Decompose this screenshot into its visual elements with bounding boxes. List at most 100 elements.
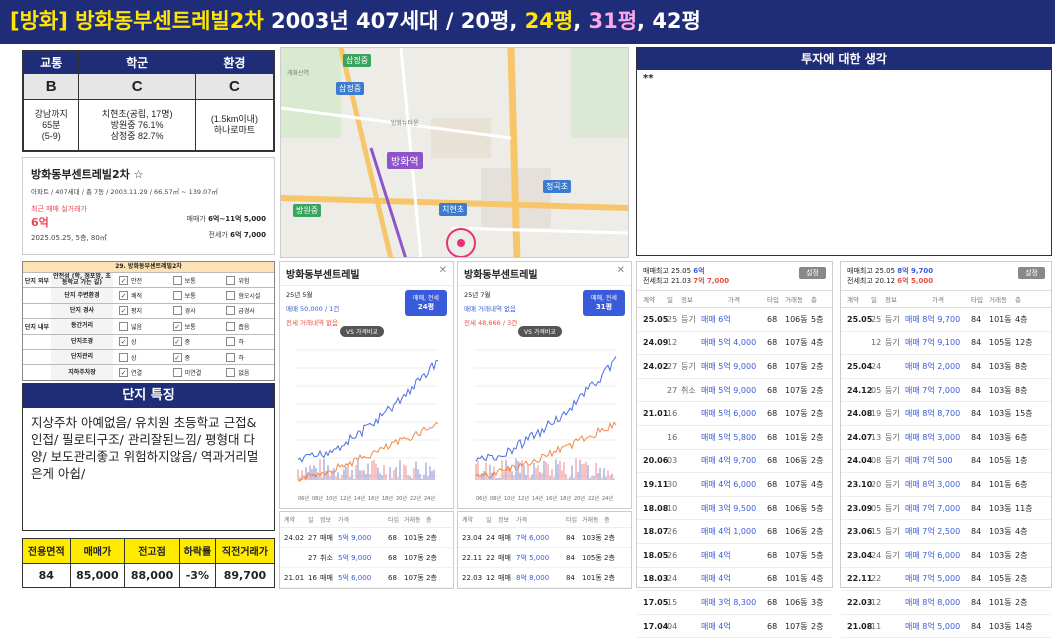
- detail-line: (1.5km이내): [210, 114, 258, 124]
- summary-table: 전용면적 매매가 전고점 하락률 직전거래가 84 85,000 88,000 -3% 89,7…: [22, 538, 276, 588]
- checkbox-label: 상: [131, 339, 137, 347]
- header-title-2: 2003년 407세대 / 20평,: [270, 9, 525, 33]
- list-item[interactable]: 18.07 26 매매 4억 1,000 68 106동 2층: [637, 520, 832, 544]
- table-row[interactable]: 23.04 24 매매 7억 6,000 84 103동 2층: [458, 528, 631, 548]
- checkbox[interactable]: [226, 306, 236, 316]
- list-item[interactable]: 22.11 22 매매 7억 5,000 84 105동 2층: [841, 568, 1051, 592]
- list-item[interactable]: 17.04 04 매매 4억 68 107동 2층: [637, 615, 832, 638]
- table-row[interactable]: 21.01 16 매매 5억 6,000 68 107동 2층: [280, 568, 453, 588]
- svg-text:20년: 20년: [574, 495, 585, 502]
- map-label[interactable]: 삼정중: [343, 54, 372, 67]
- vs-compare-button[interactable]: VS 가격비교: [340, 326, 384, 337]
- list-item[interactable]: 23.06 15 등기 매매 7억 2,500 84 103동 4층: [841, 520, 1051, 544]
- list-item[interactable]: 24.04 08 등기 매매 7억 500 84 105동 1층: [841, 450, 1051, 474]
- detail-line: 치현초(공립, 17명): [101, 108, 173, 119]
- vs-compare-button[interactable]: VS 가격비교: [518, 326, 562, 337]
- header-sep1: ,: [573, 9, 589, 33]
- table-row[interactable]: 22.03 12 매매 8억 8,000 84 101동 2층: [458, 568, 631, 588]
- checklist-item: 단지 주변환경: [51, 288, 113, 303]
- type-select[interactable]: 매매, 전세 31평: [583, 290, 625, 316]
- map-label[interactable]: 삼정중: [336, 82, 365, 95]
- checkbox[interactable]: ✓: [119, 275, 128, 285]
- list-item[interactable]: 24.09 12 매매 5억 4,000 68 107동 4층: [637, 332, 832, 356]
- chart-line2: 전세 거래내역 없음: [286, 319, 338, 327]
- table-row[interactable]: 27 취소 5억 9,000 68 107동 2층: [280, 548, 453, 568]
- list-item[interactable]: 23.10 20 등기 매매 8억 3,000 84 101동 6층: [841, 473, 1051, 497]
- checkbox[interactable]: ✓: [119, 337, 128, 347]
- checklist-item: 단지관리: [51, 349, 113, 365]
- checkbox[interactable]: [226, 337, 236, 347]
- map-label[interactable]: 방원중: [293, 204, 322, 217]
- list-item[interactable]: 23.09 05 등기 매매 7억 7,000 84 103동 11층: [841, 497, 1051, 521]
- map-label[interactable]: 치현초: [439, 203, 468, 216]
- checklist-group: 단지 내부: [24, 323, 50, 331]
- map-label-station[interactable]: 방화역: [387, 152, 423, 169]
- svg-text:08년: 08년: [312, 495, 323, 502]
- checkbox[interactable]: [226, 368, 236, 378]
- checkbox[interactable]: [119, 321, 128, 331]
- checklist-item: 동간거리: [51, 319, 113, 334]
- list-item[interactable]: 25.05 25 등기 매매 8억 9,700 84 101동 4층: [841, 308, 1051, 332]
- checkbox[interactable]: [172, 368, 182, 378]
- list-item[interactable]: 25.04 24 매매 8억 2,000 84 103동 8층: [841, 355, 1051, 379]
- settings-button[interactable]: 설정: [799, 267, 826, 279]
- checkbox[interactable]: [226, 321, 236, 331]
- map-label[interactable]: 정곡초: [543, 180, 572, 193]
- checkbox[interactable]: ✓: [172, 352, 182, 362]
- list-item[interactable]: 23.04 24 등기 매매 7억 6,000 84 103동 2층: [841, 544, 1051, 568]
- close-icon[interactable]: ✕: [616, 265, 625, 276]
- features-box: 단지 특징 지상주차 아예없음/ 유치원 초등학교 근접&인접/ 필로티구조/ …: [22, 383, 275, 531]
- checkbox[interactable]: ✓: [119, 291, 128, 301]
- list-item[interactable]: 12 등기 매매 7억 9,100 84 105동 12층: [841, 332, 1051, 356]
- chart-line1: 매매 50,000 / 1건: [286, 305, 340, 313]
- checkbox-label: 혐오시설: [238, 293, 261, 301]
- checkbox[interactable]: ✓: [172, 321, 182, 331]
- area-map[interactable]: 삼정중 삼정중 방화역 방원중 치현초 정곡초 방화뉴타운 개화산역: [280, 47, 629, 258]
- list-item[interactable]: 17.05 15 매매 3억 8,300 68 106동 3층: [637, 591, 832, 615]
- list-item[interactable]: 24.02 27 등기 매매 5억 9,000 68 107동 2층: [637, 355, 832, 379]
- list-top: 매매최고 25.05 6억 전세최고 21.03 7억 7,000 설정: [637, 262, 832, 290]
- list-item[interactable]: 24.08 19 등기 매매 8억 8,700 84 103동 15층: [841, 402, 1051, 426]
- list-item[interactable]: 24.07 13 등기 매매 8억 3,000 84 103동 6층: [841, 426, 1051, 450]
- type-select[interactable]: 매매, 전세 24평: [405, 290, 447, 316]
- checkbox[interactable]: [172, 306, 182, 316]
- detail-line: 65분: [42, 119, 61, 130]
- close-icon[interactable]: ✕: [438, 265, 447, 276]
- complex-name[interactable]: 방화동부센트레빌2차 ☆: [31, 168, 144, 181]
- list-item[interactable]: 21.08 11 매매 8억 5,000 84 103동 14층: [841, 615, 1051, 638]
- svg-text:14년: 14년: [532, 495, 543, 502]
- checkbox[interactable]: [226, 275, 236, 285]
- checkbox[interactable]: ✓: [119, 368, 128, 378]
- list-item[interactable]: 21.01 16 매매 5억 6,000 68 107동 2층: [637, 402, 832, 426]
- list-item[interactable]: 18.03 24 매매 4억 68 101동 4층: [637, 568, 832, 592]
- list-item[interactable]: 18.05 26 매매 4억 68 107동 5층: [637, 544, 832, 568]
- checkbox[interactable]: ✓: [172, 337, 182, 347]
- table-row[interactable]: 24.02 27 매매 5억 9,000 68 101동 2층: [280, 528, 453, 548]
- checkbox-label: 미연결: [184, 370, 202, 378]
- checkbox[interactable]: [172, 291, 182, 301]
- list-item[interactable]: 25.05 25 등기 매매 6억 68 106동 5층: [637, 308, 832, 332]
- list-item[interactable]: 22.03 12 매매 8억 8,000 84 101동 2층: [841, 591, 1051, 615]
- summary-value: 89,700: [214, 562, 276, 588]
- score-grade: C: [78, 73, 196, 100]
- checklist-row: 지하주차장 ✓ 연결 미연결 없음: [23, 364, 274, 380]
- summary-header: 전용면적: [22, 538, 71, 564]
- checkbox[interactable]: ✓: [119, 306, 128, 316]
- list-item[interactable]: 27 취소 매매 5억 9,000 68 107동 2층: [637, 379, 832, 403]
- checkbox[interactable]: [226, 352, 236, 362]
- list-item[interactable]: 16 매매 5억 5,800 68 101동 2층: [637, 426, 832, 450]
- checkbox[interactable]: [226, 291, 236, 301]
- settings-button[interactable]: 설정: [1018, 267, 1045, 279]
- svg-text:10년: 10년: [504, 495, 515, 502]
- checklist-title: 29. 방화동부센트레빌2차: [23, 262, 274, 272]
- checkbox-label: 좁음: [238, 323, 250, 331]
- mini-table-24: 계약 일 정보 가격 타입 거래동 층 24.02 27 매매 5억 9,000 68 101동 2층 27…: [279, 511, 454, 589]
- list-item[interactable]: 19.11 30 매매 4억 6,000 68 107동 4층: [637, 473, 832, 497]
- checkbox[interactable]: [119, 352, 128, 362]
- table-row[interactable]: 22.11 22 매매 7억 5,000 84 105동 2층: [458, 548, 631, 568]
- detail-line: 하나로마트: [213, 125, 256, 135]
- list-item[interactable]: 18.08 10 매매 3억 9,500 68 106동 5층: [637, 497, 832, 521]
- list-item[interactable]: 20.06 03 매매 4억 9,700 68 106동 2층: [637, 450, 832, 474]
- list-item[interactable]: 24.12 05 등기 매매 7억 7,000 84 103동 8층: [841, 379, 1051, 403]
- checkbox[interactable]: [172, 275, 182, 285]
